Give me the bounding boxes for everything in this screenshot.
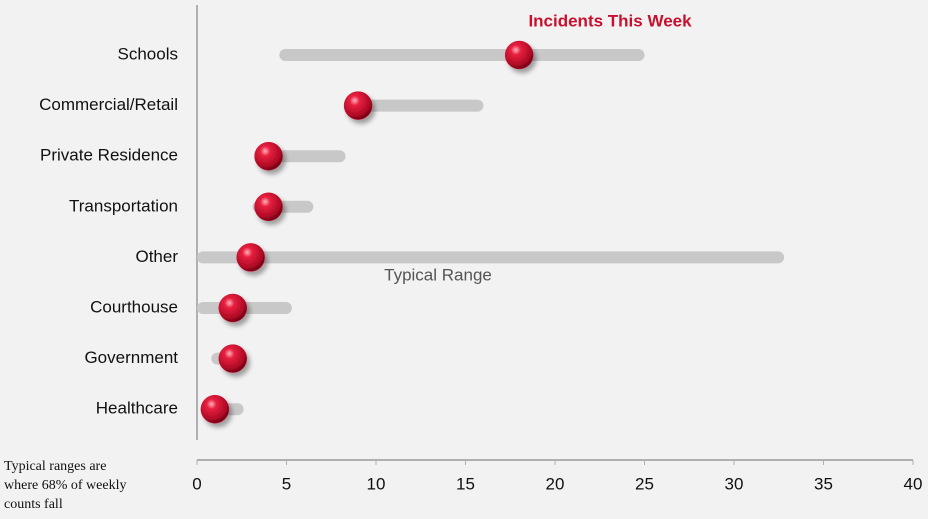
- marker: [343, 91, 373, 120]
- range-bar: [268, 150, 346, 163]
- x-tick-label: 20: [546, 474, 565, 493]
- category-label: Courthouse: [90, 297, 178, 316]
- x-tick-label: 30: [725, 474, 744, 493]
- range-bar: [358, 99, 484, 112]
- category-label: Transportation: [69, 196, 178, 215]
- marker: [218, 293, 248, 323]
- marker: [236, 243, 265, 272]
- x-tick-label: 0: [192, 474, 201, 493]
- marker: [254, 192, 283, 222]
- range-bar: [197, 251, 785, 264]
- category-label: Other: [135, 247, 178, 266]
- marker: [254, 141, 283, 171]
- marker: [504, 40, 534, 70]
- x-tick-label: 35: [814, 474, 833, 493]
- footnote: Typical ranges are where 68% of weekly c…: [4, 459, 127, 512]
- marker: [218, 344, 248, 373]
- x-tick-label: 5: [282, 474, 291, 493]
- category-label: Healthcare: [96, 399, 178, 418]
- category-label: Private Residence: [40, 146, 178, 165]
- range-bar: [279, 49, 645, 61]
- category-label: Government: [84, 348, 178, 367]
- marker: [200, 394, 230, 424]
- x-tick-label: 15: [456, 474, 475, 493]
- x-tick-label: 25: [635, 474, 654, 493]
- category-label: Schools: [118, 44, 178, 63]
- marker-label: Incidents This Week: [528, 11, 692, 30]
- x-tick-label: 40: [904, 474, 923, 493]
- range-label: Typical Range: [384, 265, 492, 284]
- x-tick-label: 10: [367, 474, 386, 493]
- category-label: Commercial/Retail: [39, 95, 178, 114]
